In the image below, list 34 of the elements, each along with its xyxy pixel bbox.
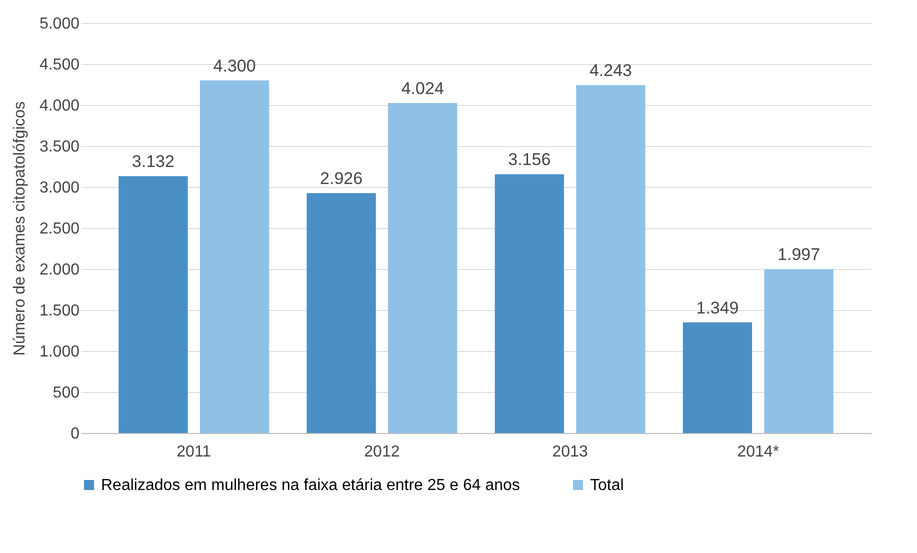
bar <box>576 85 646 433</box>
bar <box>306 193 376 433</box>
y-tick-label: 500 <box>52 384 80 402</box>
y-tick-label: 4.000 <box>39 98 80 114</box>
data-label: 4.024 <box>401 79 444 98</box>
bar <box>388 103 458 433</box>
data-label: 1.997 <box>778 245 820 264</box>
data-label: 3.156 <box>508 150 551 170</box>
y-axis-title: Número de exames citopatolófgicos <box>11 101 28 356</box>
y-tick-label: 1.000 <box>39 344 80 360</box>
y-tick-label: 2.500 <box>39 220 80 238</box>
bar <box>494 174 564 433</box>
y-tick-label: 5.000 <box>39 16 80 32</box>
x-tick-label: 2012 <box>364 444 400 460</box>
y-tick-label: 3.500 <box>39 138 80 156</box>
data-label: 3.132 <box>132 152 174 172</box>
legend-label: Total <box>590 477 624 494</box>
y-tick-label: 4.500 <box>39 56 80 74</box>
x-tick-label: 2013 <box>552 444 588 460</box>
bar <box>764 269 834 433</box>
y-tick-label: 0 <box>70 426 80 442</box>
y-tick-label: 2.000 <box>39 262 80 278</box>
data-label: 4.243 <box>589 61 632 80</box>
data-label: 4.300 <box>213 56 256 76</box>
bar <box>200 80 270 433</box>
data-label: 2.926 <box>320 169 363 188</box>
bar <box>118 176 188 433</box>
legend-label: Realizados em mulheres na faixa etária entre 25 e 64 anos <box>101 477 520 494</box>
x-tick-label: 2011 <box>176 444 212 460</box>
data-label: 1.349 <box>696 298 739 318</box>
x-tick-label: 2014* <box>737 444 780 460</box>
y-tick-label: 1.500 <box>39 302 80 320</box>
bar <box>682 322 752 433</box>
y-tick-label: 3.000 <box>39 180 80 196</box>
